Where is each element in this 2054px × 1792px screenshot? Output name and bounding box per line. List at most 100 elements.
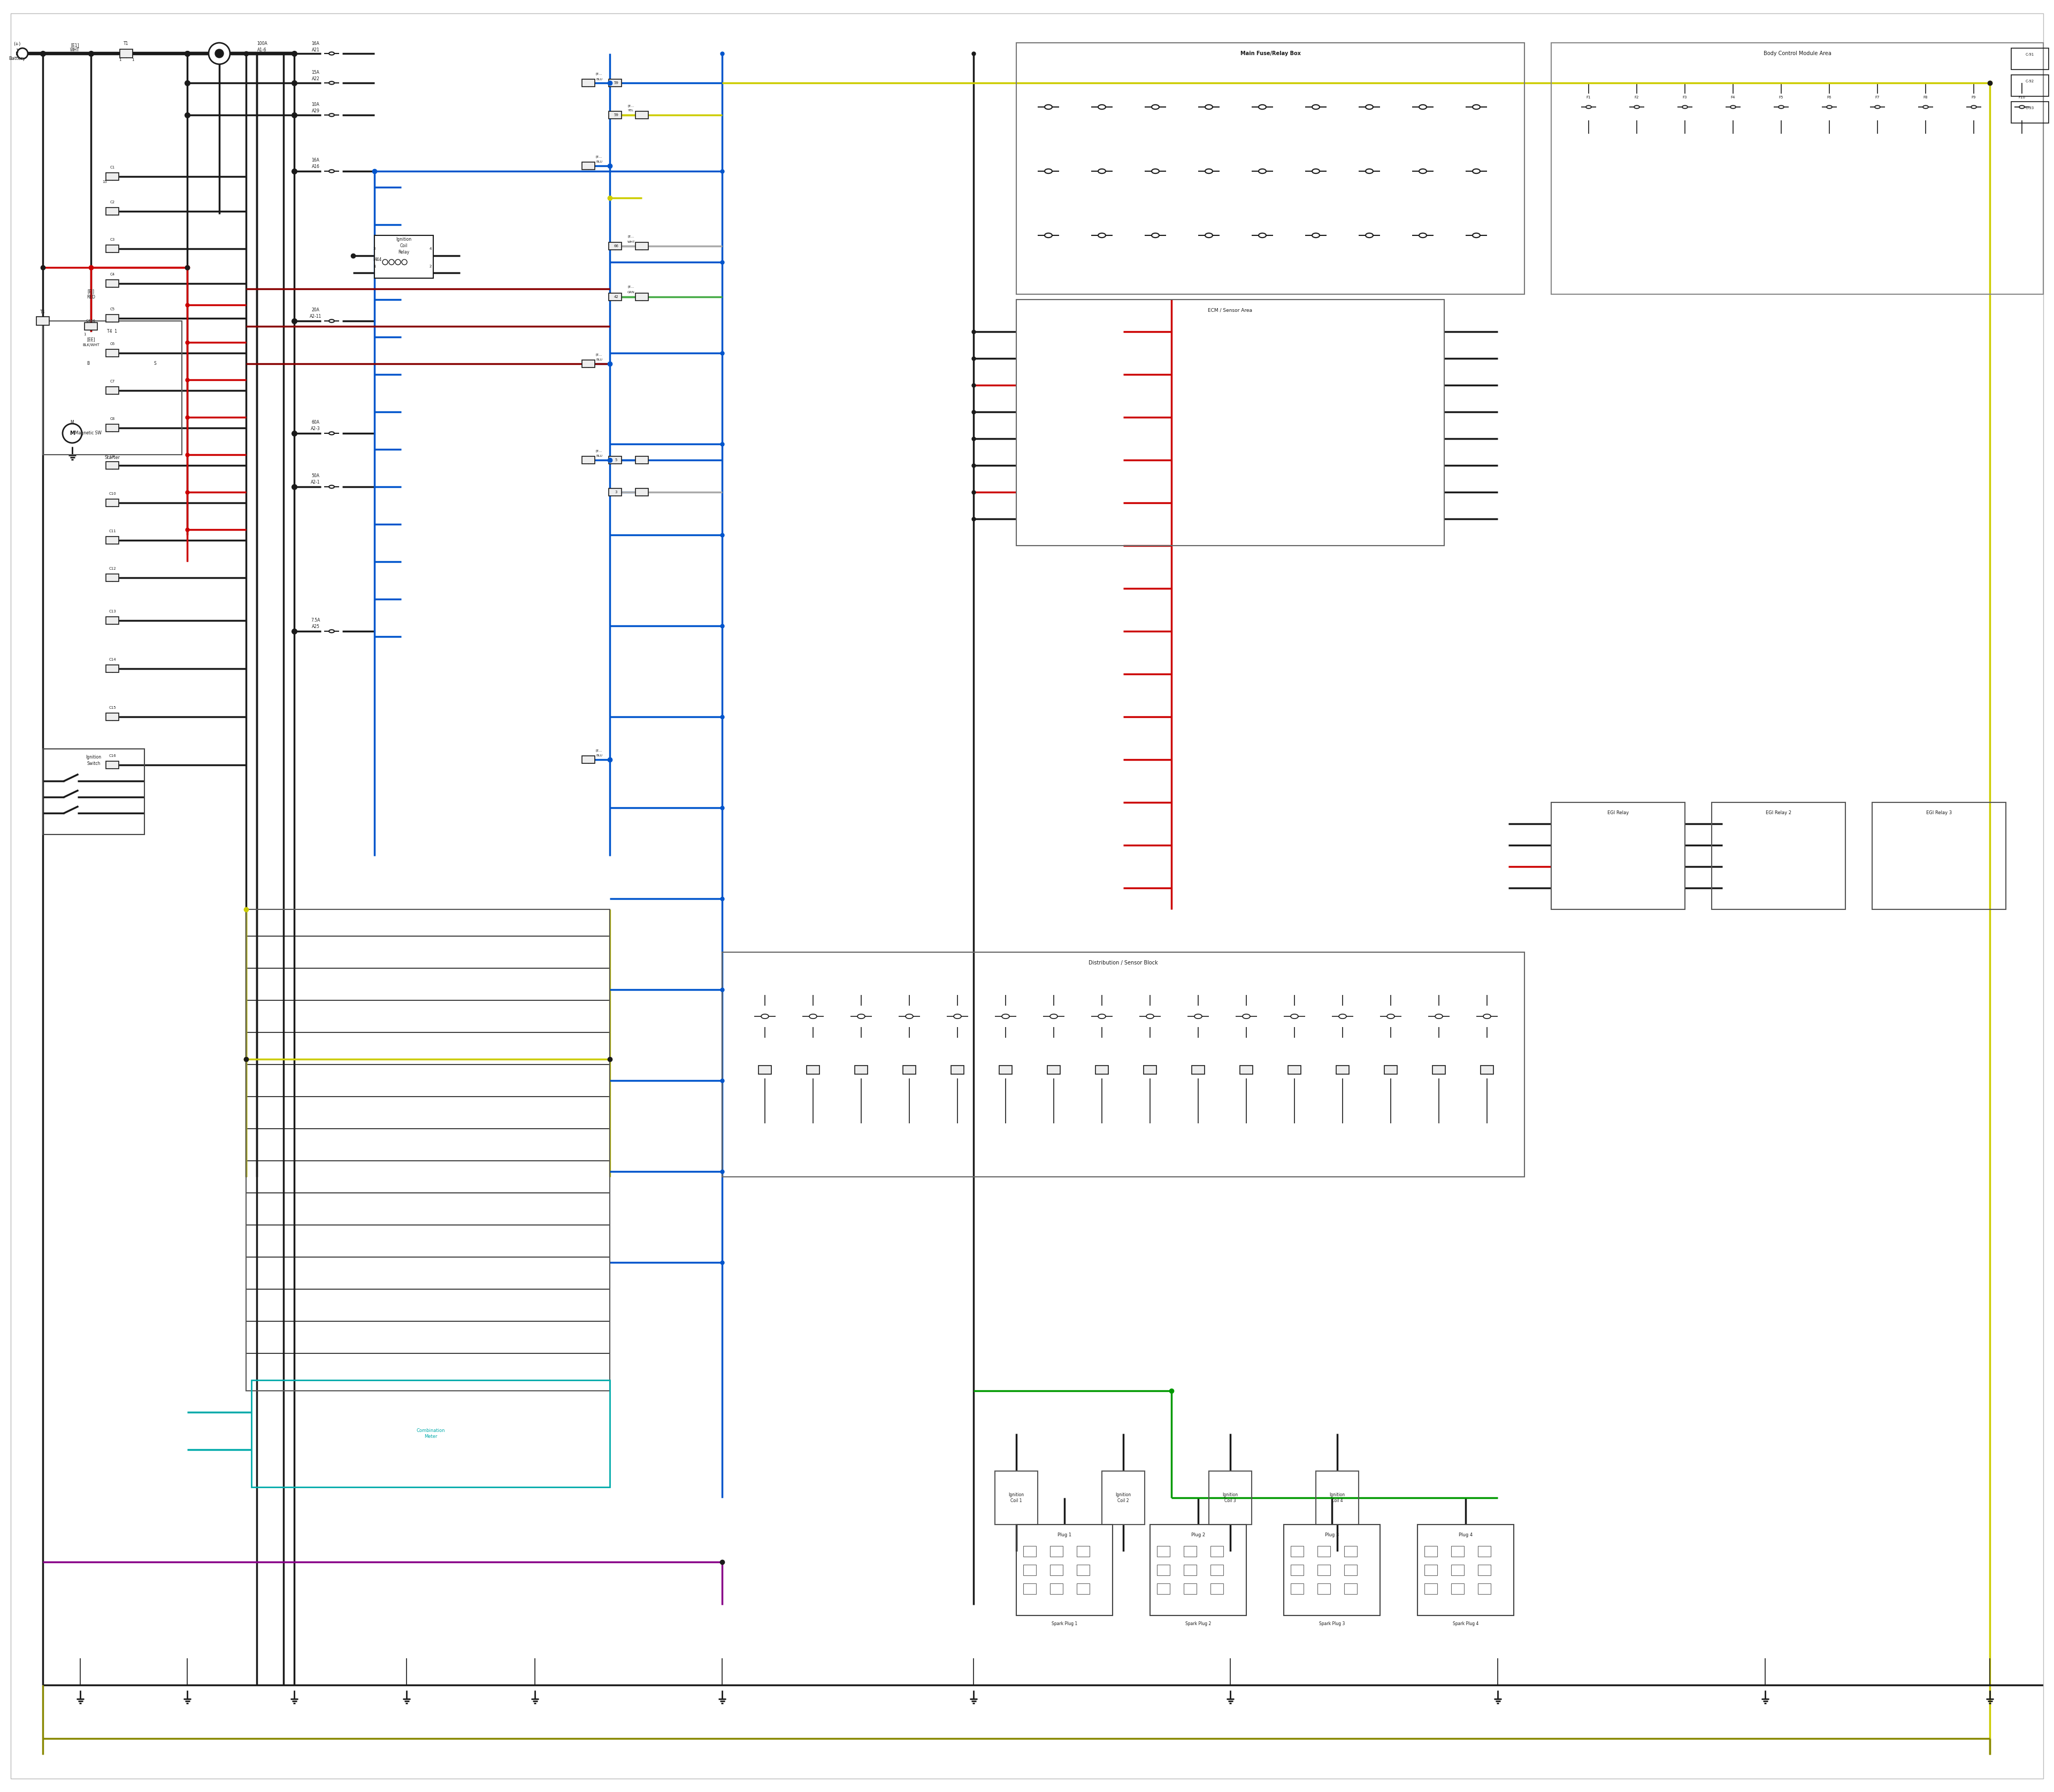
Bar bbox=[1479, 1564, 1491, 1575]
Bar bbox=[581, 756, 596, 763]
Bar bbox=[758, 1066, 772, 1073]
Bar bbox=[1452, 1546, 1465, 1557]
Text: 59: 59 bbox=[614, 81, 618, 84]
Bar bbox=[107, 208, 119, 215]
Text: 20A: 20A bbox=[312, 308, 320, 312]
Text: C-93: C-93 bbox=[2025, 106, 2033, 109]
Bar bbox=[1076, 1584, 1089, 1595]
Ellipse shape bbox=[1206, 168, 1212, 174]
Ellipse shape bbox=[1045, 168, 1052, 174]
Text: F9: F9 bbox=[1972, 95, 1976, 99]
Ellipse shape bbox=[1875, 106, 1879, 109]
Text: EGI Relay: EGI Relay bbox=[1608, 810, 1629, 815]
Ellipse shape bbox=[1195, 1014, 1202, 1018]
Bar bbox=[107, 500, 119, 507]
Text: BLU: BLU bbox=[596, 161, 602, 163]
Ellipse shape bbox=[1099, 168, 1105, 174]
Text: A22: A22 bbox=[312, 77, 320, 81]
Text: F7: F7 bbox=[1875, 95, 1879, 99]
Bar bbox=[608, 489, 622, 496]
Bar bbox=[1479, 1546, 1491, 1557]
Bar bbox=[1017, 299, 1444, 545]
Bar bbox=[1423, 1584, 1438, 1595]
Bar bbox=[1384, 1066, 1397, 1073]
Text: F5: F5 bbox=[1779, 95, 1783, 99]
Bar bbox=[1290, 1584, 1304, 1595]
Ellipse shape bbox=[1290, 1014, 1298, 1018]
Text: C14: C14 bbox=[109, 658, 115, 661]
Bar bbox=[1481, 1066, 1493, 1073]
Bar bbox=[1290, 1546, 1304, 1557]
Text: 1: 1 bbox=[84, 333, 86, 335]
Text: Battery: Battery bbox=[8, 56, 25, 61]
Ellipse shape bbox=[329, 319, 335, 323]
Text: A21: A21 bbox=[312, 47, 320, 52]
Bar bbox=[2011, 102, 2048, 124]
Bar bbox=[107, 349, 119, 357]
Text: BLU: BLU bbox=[596, 455, 602, 457]
Text: 4: 4 bbox=[429, 247, 431, 251]
Ellipse shape bbox=[1050, 1014, 1058, 1018]
Text: C7: C7 bbox=[109, 380, 115, 383]
Ellipse shape bbox=[329, 113, 335, 116]
Ellipse shape bbox=[857, 1014, 865, 1018]
Bar bbox=[635, 489, 649, 496]
Ellipse shape bbox=[1259, 168, 1265, 174]
Text: 2: 2 bbox=[429, 265, 431, 269]
Text: 15: 15 bbox=[103, 181, 107, 183]
Bar bbox=[107, 536, 119, 545]
Text: RED: RED bbox=[86, 294, 94, 299]
Text: A1-6: A1-6 bbox=[257, 47, 267, 52]
Bar bbox=[1156, 1546, 1171, 1557]
Bar bbox=[1210, 1584, 1224, 1595]
Bar bbox=[1144, 1066, 1156, 1073]
Text: Plug 4: Plug 4 bbox=[1458, 1532, 1473, 1538]
Bar bbox=[581, 457, 596, 464]
Ellipse shape bbox=[1729, 106, 1736, 109]
Ellipse shape bbox=[1586, 106, 1592, 109]
Text: 5: 5 bbox=[614, 459, 618, 462]
Ellipse shape bbox=[1243, 1014, 1251, 1018]
Ellipse shape bbox=[1473, 104, 1481, 109]
Bar bbox=[1210, 1471, 1251, 1525]
Text: 10A: 10A bbox=[312, 102, 320, 108]
Text: Ignition
Coil 4: Ignition Coil 4 bbox=[1329, 1493, 1345, 1503]
Text: Spark Plug 2: Spark Plug 2 bbox=[1185, 1622, 1212, 1625]
Text: 16A: 16A bbox=[312, 41, 320, 47]
Text: (+): (+) bbox=[14, 41, 21, 47]
Bar bbox=[1017, 43, 1524, 294]
Text: WHT: WHT bbox=[626, 240, 635, 244]
Ellipse shape bbox=[1313, 104, 1319, 109]
Ellipse shape bbox=[1436, 1014, 1442, 1018]
Ellipse shape bbox=[809, 1014, 817, 1018]
Bar bbox=[635, 457, 649, 464]
Bar bbox=[1452, 1564, 1465, 1575]
Text: [EJ]: [EJ] bbox=[88, 289, 94, 294]
Ellipse shape bbox=[1152, 168, 1158, 174]
Ellipse shape bbox=[1473, 233, 1481, 238]
Ellipse shape bbox=[1152, 104, 1158, 109]
Bar bbox=[1156, 1584, 1171, 1595]
Ellipse shape bbox=[1206, 233, 1212, 238]
Bar bbox=[1452, 1584, 1465, 1595]
Bar bbox=[1076, 1546, 1089, 1557]
Ellipse shape bbox=[1483, 1014, 1491, 1018]
Bar bbox=[1023, 1584, 1035, 1595]
Ellipse shape bbox=[1419, 104, 1428, 109]
Bar bbox=[43, 749, 144, 835]
Bar bbox=[1284, 1525, 1380, 1615]
Bar bbox=[1017, 1525, 1113, 1615]
Bar bbox=[807, 1066, 820, 1073]
Text: [E...: [E... bbox=[629, 285, 635, 289]
Ellipse shape bbox=[1419, 168, 1428, 174]
Ellipse shape bbox=[762, 1014, 768, 1018]
Bar bbox=[1343, 1564, 1358, 1575]
Ellipse shape bbox=[1473, 168, 1481, 174]
Bar bbox=[635, 294, 649, 301]
Bar bbox=[1183, 1546, 1197, 1557]
Text: [E...: [E... bbox=[629, 235, 635, 238]
Text: C5: C5 bbox=[109, 308, 115, 310]
Text: Plug 2: Plug 2 bbox=[1191, 1532, 1206, 1538]
Bar bbox=[1317, 1584, 1331, 1595]
Text: T1: T1 bbox=[123, 41, 129, 47]
